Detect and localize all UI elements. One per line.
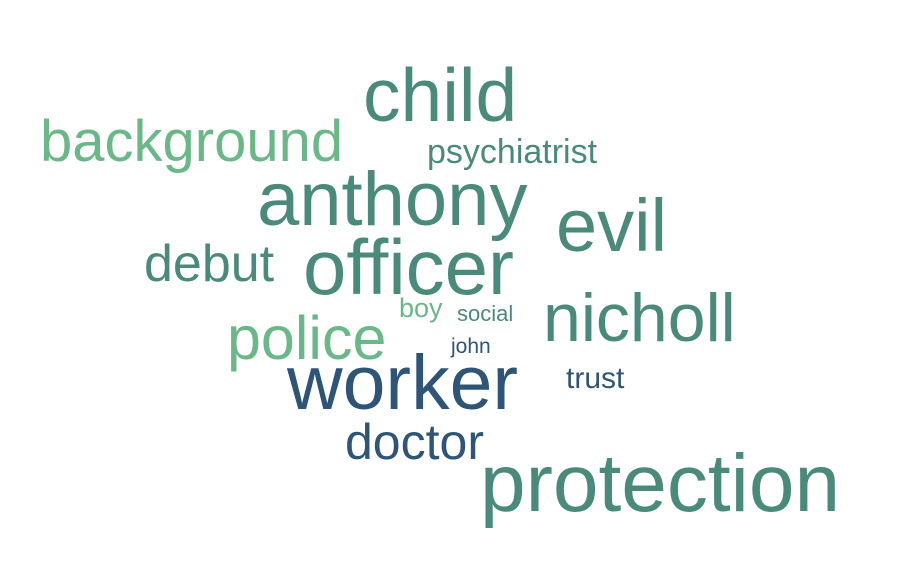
word-police: police <box>227 304 387 372</box>
word-psychiatrist: psychiatrist <box>427 133 598 171</box>
word-trust: trust <box>566 362 625 395</box>
word-anthony: anthony <box>257 157 528 242</box>
word-doctor: doctor <box>345 414 484 470</box>
word-social: social <box>457 301 514 326</box>
word-john: john <box>451 335 491 358</box>
word-protection: protection <box>480 438 841 529</box>
word-officer: officer <box>303 223 514 311</box>
word-worker: worker <box>287 340 519 426</box>
word-evil: evil <box>556 184 668 267</box>
word-background: background <box>40 109 344 174</box>
word-child: child <box>363 53 518 137</box>
word-debut: debut <box>144 235 275 293</box>
word-nicholl: nicholl <box>543 280 736 356</box>
word-boy: boy <box>399 293 443 323</box>
